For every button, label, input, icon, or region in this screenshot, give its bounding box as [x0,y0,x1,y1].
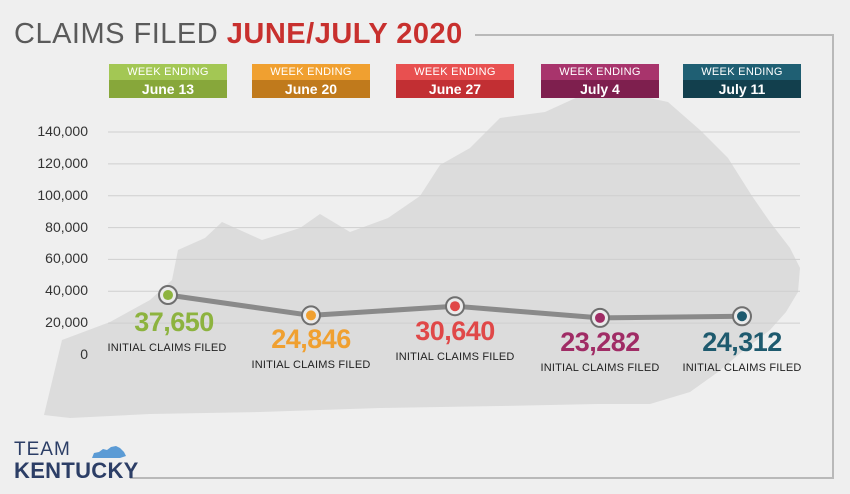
value-label: 24,846 [271,324,351,354]
data-point [595,312,605,323]
legend-week-ending: WEEK ENDING [683,64,801,80]
initial-claims-label: INITIAL CLAIMS FILED [251,359,371,371]
initial-claims-label: INITIAL CLAIMS FILED [682,362,802,374]
initial-claims-label: INITIAL CLAIMS FILED [395,351,515,363]
kentucky-map-silhouette [44,92,800,418]
value-label: 24,312 [702,327,782,357]
data-point [163,290,173,301]
claims-series [158,285,752,328]
y-tick-label: 0 [80,346,88,362]
legend-date: June 27 [396,80,514,98]
kentucky-state-icon [92,446,126,458]
title-prefix: CLAIMS FILED [14,18,219,50]
value-label: 37,650 [134,307,214,337]
legend-date: June 13 [109,80,227,98]
y-tick-label: 40,000 [45,282,88,299]
legend-date: June 20 [252,80,370,98]
legend-date: July 4 [541,80,659,98]
logo-team-text: TEAM [14,439,71,460]
data-point [737,311,747,322]
y-tick-label: 20,000 [45,314,88,331]
legend-week-ending: WEEK ENDING [541,64,659,80]
legend-item: WEEK ENDING July 11 [683,64,801,98]
team-kentucky-logo: TEAM KENTUCKY [14,440,139,482]
legend-item: WEEK ENDING July 4 [541,64,659,98]
legend-week-ending: WEEK ENDING [396,64,514,80]
value-label: 23,282 [560,327,640,357]
frame-border [130,34,834,479]
title-accent: JUNE/JULY 2020 [226,18,463,50]
legend-week-ending: WEEK ENDING [109,64,227,80]
data-point [306,310,316,321]
y-tick-label: 80,000 [45,218,88,235]
y-tick-label: 120,000 [37,154,88,171]
legend-item: WEEK ENDING June 13 [109,64,227,98]
week-ending-legend: WEEK ENDING June 13 WEEK ENDING June 20 WEEK… [0,64,850,98]
initial-claims-label: INITIAL CLAIMS FILED [540,362,660,374]
page-title: CLAIMS FILED JUNE/JULY 2020 [14,18,463,51]
initial-claims-label: INITIAL CLAIMS FILED [107,342,227,354]
y-tick-label: 60,000 [45,250,88,267]
logo-kentucky-text: KENTUCKY [14,458,139,483]
chart-gridlines [108,131,800,324]
value-label: 30,640 [415,316,495,346]
y-tick-label: 140,000 [37,123,88,139]
y-tick-label: 100,000 [37,186,88,203]
legend-item: WEEK ENDING June 20 [252,64,370,98]
data-point [450,301,460,312]
legend-item: WEEK ENDING June 27 [396,64,514,98]
legend-date: July 11 [683,80,801,98]
legend-week-ending: WEEK ENDING [252,64,370,80]
